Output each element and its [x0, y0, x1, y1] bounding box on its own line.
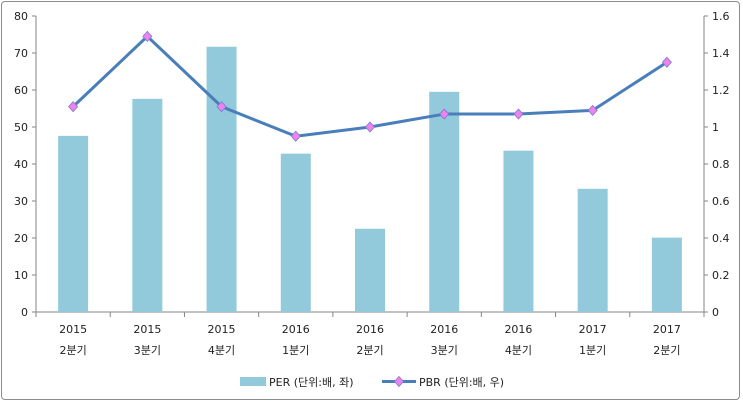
left-tick-label: 30 [14, 195, 28, 208]
per-bar [280, 153, 311, 312]
per-bar [206, 46, 237, 313]
left-tick-label: 60 [14, 84, 28, 97]
legend-per-swatch [240, 377, 266, 386]
per-bar [355, 228, 385, 312]
per-bar [503, 150, 534, 312]
x-label-year: 2017 [579, 323, 607, 336]
left-tick-label: 0 [21, 306, 28, 319]
x-label-quarter: 2분기 [356, 344, 383, 357]
pbr-marker [364, 121, 376, 133]
x-label-quarter: 1분기 [282, 344, 309, 357]
x-label-year: 2016 [282, 323, 310, 336]
legend-pbr-label: PBR (단위:배, 우) [419, 376, 504, 389]
pbr-marker [290, 130, 301, 142]
left-tick-label: 50 [14, 121, 28, 134]
legend-pbr-marker [393, 375, 405, 388]
x-label-year: 2017 [653, 323, 681, 336]
left-tick-label: 80 [14, 10, 28, 23]
right-tick-label: 0.2 [712, 269, 730, 282]
x-label-quarter: 2분기 [653, 344, 680, 357]
left-tick-label: 40 [14, 158, 28, 171]
x-label-year: 2015 [59, 323, 87, 336]
pbr-marker [216, 101, 227, 113]
x-label-year: 2016 [430, 323, 458, 336]
right-tick-label: 0.4 [712, 232, 730, 245]
x-label-quarter: 4분기 [208, 344, 235, 357]
x-label-quarter: 3분기 [134, 344, 161, 357]
x-label-year: 2015 [208, 323, 236, 336]
pbr-marker [439, 108, 450, 120]
right-tick-label: 1.4 [712, 47, 730, 60]
right-tick-label: 0 [712, 306, 719, 319]
pbr-marker [587, 104, 598, 116]
pbr-marker [661, 56, 672, 68]
x-label-quarter: 3분기 [431, 344, 458, 357]
x-label-quarter: 4분기 [505, 344, 532, 357]
per-bar [132, 98, 163, 312]
left-tick-label: 20 [14, 232, 28, 245]
per-bar [429, 91, 460, 312]
right-tick-label: 1 [712, 121, 719, 134]
left-tick-label: 10 [14, 269, 28, 282]
per-bar [58, 135, 89, 312]
left-tick-label: 70 [14, 47, 28, 60]
pbr-marker [513, 108, 524, 120]
x-label-year: 2016 [356, 323, 384, 336]
per-bar [651, 237, 682, 312]
pbr-marker [142, 30, 153, 42]
x-label-quarter: 1분기 [579, 344, 606, 357]
per-bar [577, 188, 608, 312]
legend-per-label: PER (단위:배, 좌) [269, 376, 354, 389]
right-tick-label: 0.6 [712, 195, 730, 208]
x-label-year: 2016 [504, 323, 532, 336]
x-label-quarter: 2분기 [59, 344, 86, 357]
right-tick-label: 0.8 [712, 158, 730, 171]
pbr-marker [68, 101, 79, 113]
x-label-year: 2015 [133, 323, 161, 336]
right-tick-label: 1.2 [712, 84, 730, 97]
right-tick-label: 1.6 [712, 10, 730, 23]
